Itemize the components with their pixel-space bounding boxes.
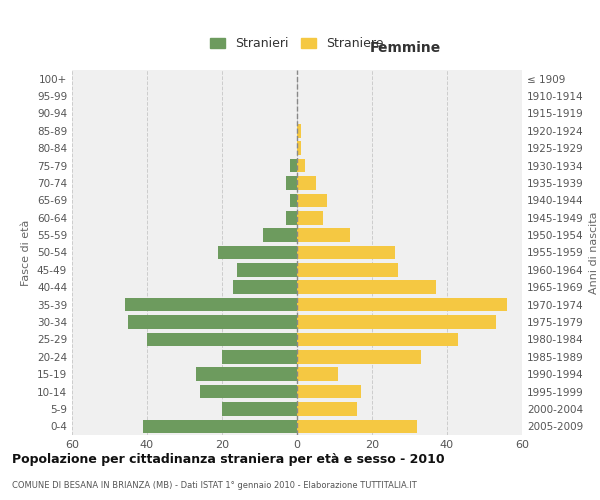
Bar [233, 280, 297, 294]
Bar [297, 368, 338, 381]
Bar [125, 298, 297, 312]
Text: Femmine: Femmine [370, 42, 440, 56]
Bar [297, 315, 496, 329]
Bar [297, 420, 417, 433]
Bar [297, 263, 398, 276]
Bar [297, 176, 316, 190]
Bar [218, 246, 297, 260]
Text: COMUNE DI BESANA IN BRIANZA (MB) - Dati ISTAT 1° gennaio 2010 - Elaborazione TUT: COMUNE DI BESANA IN BRIANZA (MB) - Dati … [12, 481, 417, 490]
Bar [143, 420, 297, 433]
Bar [222, 402, 297, 415]
Y-axis label: Fasce di età: Fasce di età [22, 220, 31, 286]
Bar [290, 159, 297, 172]
Bar [297, 332, 458, 346]
Legend: Stranieri, Straniere: Stranieri, Straniere [205, 32, 389, 56]
Bar [263, 228, 297, 242]
Bar [286, 176, 297, 190]
Bar [147, 332, 297, 346]
Bar [237, 263, 297, 276]
Bar [222, 350, 297, 364]
Bar [297, 385, 361, 398]
Bar [196, 368, 297, 381]
Bar [297, 142, 301, 155]
Bar [297, 350, 421, 364]
Bar [286, 211, 297, 224]
Bar [128, 315, 297, 329]
Bar [297, 228, 349, 242]
Bar [297, 402, 357, 415]
Bar [297, 159, 305, 172]
Bar [297, 298, 507, 312]
Text: Popolazione per cittadinanza straniera per età e sesso - 2010: Popolazione per cittadinanza straniera p… [12, 452, 445, 466]
Bar [290, 194, 297, 207]
Bar [199, 385, 297, 398]
Bar [297, 280, 436, 294]
Bar [297, 246, 395, 260]
Bar [297, 124, 301, 138]
Bar [297, 211, 323, 224]
Y-axis label: Anni di nascita: Anni di nascita [589, 211, 599, 294]
Bar [297, 194, 327, 207]
